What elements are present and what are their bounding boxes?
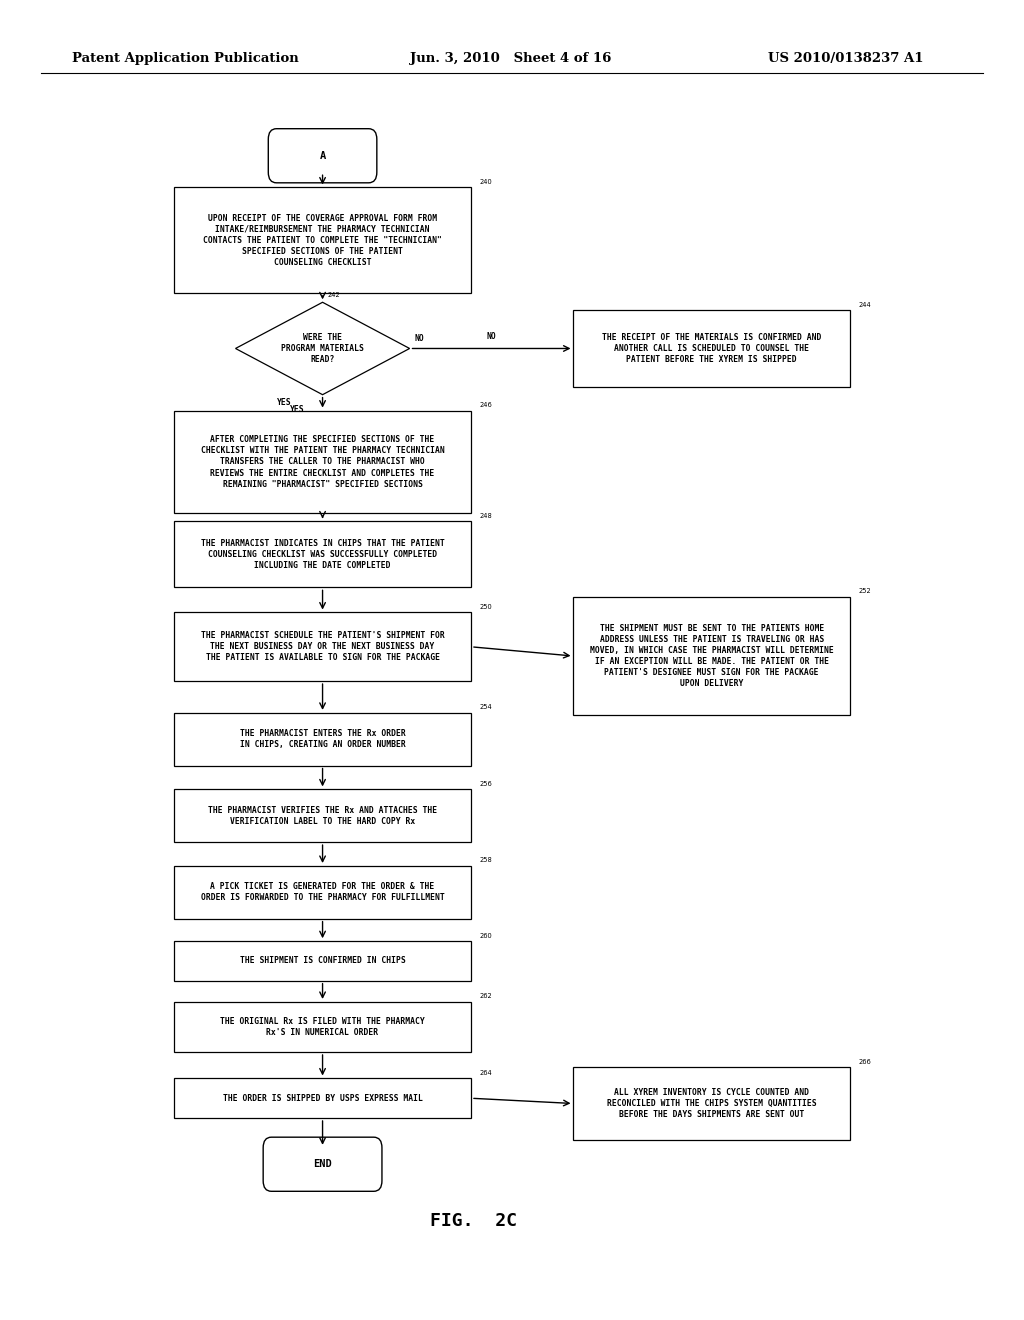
Text: 246: 246 bbox=[479, 401, 492, 408]
Text: Patent Application Publication: Patent Application Publication bbox=[72, 51, 298, 65]
FancyBboxPatch shape bbox=[174, 612, 471, 681]
Text: THE SHIPMENT MUST BE SENT TO THE PATIENTS HOME
ADDRESS UNLESS THE PATIENT IS TRA: THE SHIPMENT MUST BE SENT TO THE PATIENT… bbox=[590, 624, 834, 688]
FancyBboxPatch shape bbox=[268, 128, 377, 182]
FancyBboxPatch shape bbox=[174, 1078, 471, 1118]
Text: 262: 262 bbox=[479, 993, 492, 999]
FancyBboxPatch shape bbox=[174, 789, 471, 842]
Text: THE ORIGINAL Rx IS FILED WITH THE PHARMACY
Rx'S IN NUMERICAL ORDER: THE ORIGINAL Rx IS FILED WITH THE PHARMA… bbox=[220, 1016, 425, 1038]
FancyBboxPatch shape bbox=[174, 411, 471, 513]
Text: UPON RECEIPT OF THE COVERAGE APPROVAL FORM FROM
INTAKE/REIMBURSEMENT THE PHARMAC: UPON RECEIPT OF THE COVERAGE APPROVAL FO… bbox=[203, 214, 442, 267]
Text: NO: NO bbox=[415, 334, 425, 343]
Text: YES: YES bbox=[278, 399, 292, 407]
Text: Jun. 3, 2010   Sheet 4 of 16: Jun. 3, 2010 Sheet 4 of 16 bbox=[410, 51, 611, 65]
Text: 244: 244 bbox=[858, 301, 870, 308]
Text: NO: NO bbox=[486, 331, 497, 341]
FancyBboxPatch shape bbox=[174, 941, 471, 981]
Text: THE RECEIPT OF THE MATERIALS IS CONFIRMED AND
ANOTHER CALL IS SCHEDULED TO COUNS: THE RECEIPT OF THE MATERIALS IS CONFIRME… bbox=[602, 333, 821, 364]
Text: 240: 240 bbox=[479, 178, 492, 185]
Text: THE ORDER IS SHIPPED BY USPS EXPRESS MAIL: THE ORDER IS SHIPPED BY USPS EXPRESS MAI… bbox=[222, 1094, 423, 1102]
Text: THE PHARMACIST INDICATES IN CHIPS THAT THE PATIENT
COUNSELING CHECKLIST WAS SUCC: THE PHARMACIST INDICATES IN CHIPS THAT T… bbox=[201, 539, 444, 570]
Text: THE PHARMACIST VERIFIES THE Rx AND ATTACHES THE
VERIFICATION LABEL TO THE HARD C: THE PHARMACIST VERIFIES THE Rx AND ATTAC… bbox=[208, 805, 437, 826]
Text: WERE THE
PROGRAM MATERIALS
READ?: WERE THE PROGRAM MATERIALS READ? bbox=[282, 333, 364, 364]
Text: THE PHARMACIST ENTERS THE Rx ORDER
IN CHIPS, CREATING AN ORDER NUMBER: THE PHARMACIST ENTERS THE Rx ORDER IN CH… bbox=[240, 729, 406, 750]
Text: THE PHARMACIST SCHEDULE THE PATIENT'S SHIPMENT FOR
THE NEXT BUSINESS DAY OR THE : THE PHARMACIST SCHEDULE THE PATIENT'S SH… bbox=[201, 631, 444, 663]
Text: 248: 248 bbox=[479, 512, 492, 519]
Text: AFTER COMPLETING THE SPECIFIED SECTIONS OF THE
CHECKLIST WITH THE PATIENT THE PH: AFTER COMPLETING THE SPECIFIED SECTIONS … bbox=[201, 436, 444, 488]
Text: 250: 250 bbox=[479, 603, 492, 610]
Text: 242: 242 bbox=[328, 292, 340, 298]
Text: US 2010/0138237 A1: US 2010/0138237 A1 bbox=[768, 51, 924, 65]
FancyBboxPatch shape bbox=[263, 1137, 382, 1191]
Text: ALL XYREM INVENTORY IS CYCLE COUNTED AND
RECONCILED WITH THE CHIPS SYSTEM QUANTI: ALL XYREM INVENTORY IS CYCLE COUNTED AND… bbox=[607, 1088, 816, 1119]
FancyBboxPatch shape bbox=[573, 597, 850, 715]
FancyBboxPatch shape bbox=[174, 187, 471, 293]
Text: THE SHIPMENT IS CONFIRMED IN CHIPS: THE SHIPMENT IS CONFIRMED IN CHIPS bbox=[240, 957, 406, 965]
FancyBboxPatch shape bbox=[174, 1002, 471, 1052]
Text: YES: YES bbox=[290, 405, 304, 414]
Text: 252: 252 bbox=[858, 587, 870, 594]
Text: 256: 256 bbox=[479, 780, 492, 787]
Text: A: A bbox=[319, 150, 326, 161]
Text: 258: 258 bbox=[479, 857, 492, 863]
FancyBboxPatch shape bbox=[174, 866, 471, 919]
Text: A PICK TICKET IS GENERATED FOR THE ORDER & THE
ORDER IS FORWARDED TO THE PHARMAC: A PICK TICKET IS GENERATED FOR THE ORDER… bbox=[201, 882, 444, 903]
FancyBboxPatch shape bbox=[573, 1067, 850, 1139]
FancyBboxPatch shape bbox=[573, 310, 850, 387]
Text: FIG.  2C: FIG. 2C bbox=[430, 1212, 517, 1230]
Text: 254: 254 bbox=[479, 704, 492, 710]
FancyBboxPatch shape bbox=[174, 521, 471, 587]
Polygon shape bbox=[236, 302, 410, 395]
Text: 264: 264 bbox=[479, 1069, 492, 1076]
Text: 266: 266 bbox=[858, 1059, 870, 1064]
Text: END: END bbox=[313, 1159, 332, 1170]
FancyBboxPatch shape bbox=[174, 713, 471, 766]
Text: 260: 260 bbox=[479, 932, 492, 939]
